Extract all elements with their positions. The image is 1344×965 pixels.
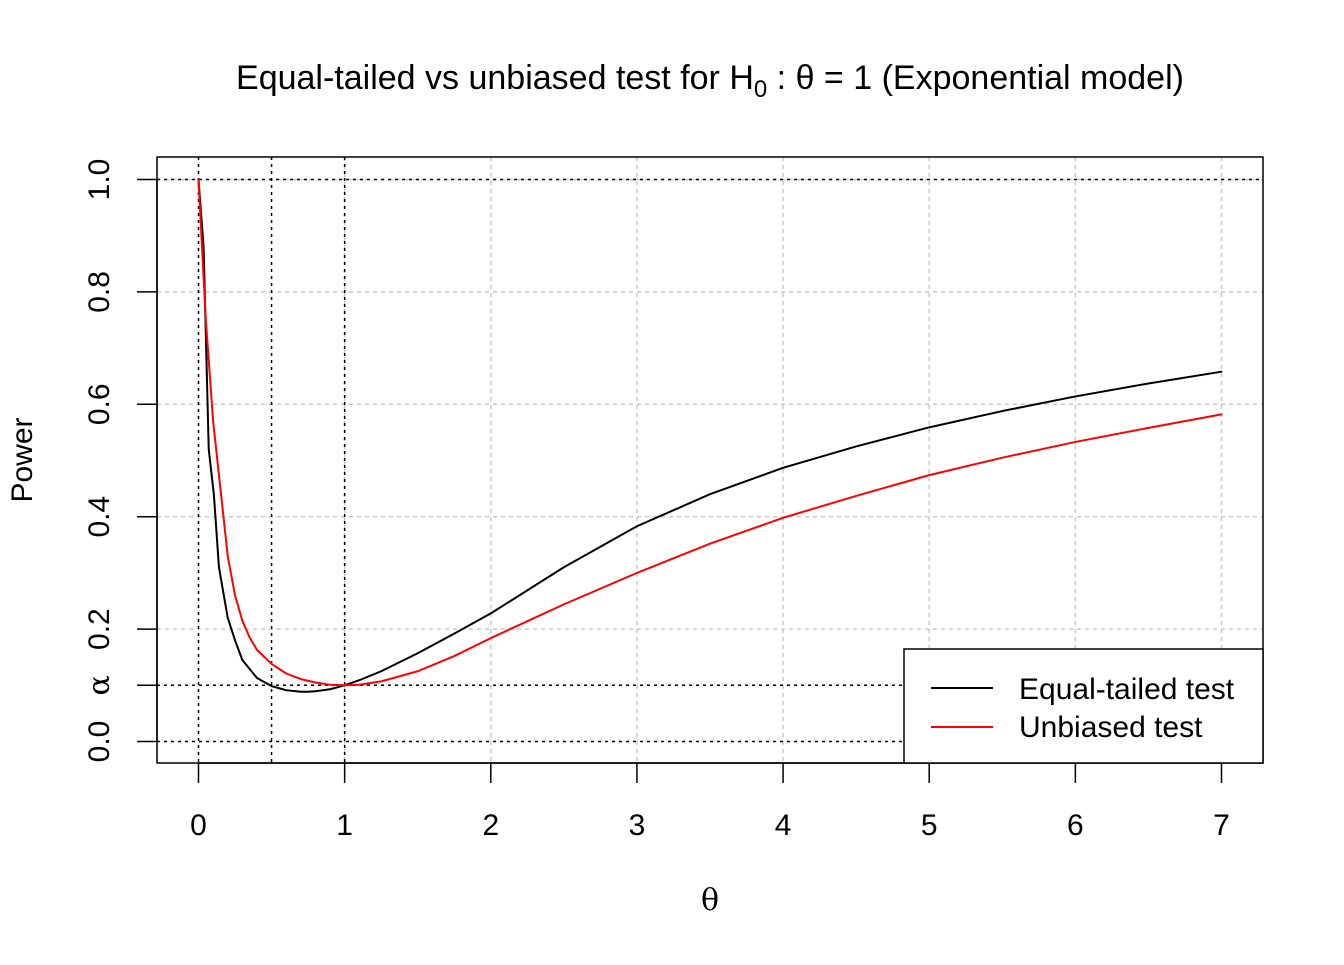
legend-label-unbiased: Unbiased test: [1019, 711, 1203, 744]
chart-title-prefix: Equal-tailed vs unbiased test for H: [236, 59, 754, 97]
y-axis-label: Power: [6, 417, 39, 502]
x-tick-label-4: 4: [775, 809, 792, 842]
legend-box: [903, 648, 1264, 764]
y-tick-label-2: 0.2: [83, 608, 116, 650]
x-tick-label-6: 6: [1067, 809, 1084, 842]
y-tick-label-1: α: [82, 675, 117, 695]
x-axis: 0 1 2 3 4 5 6 7: [190, 762, 1230, 842]
series-line-0: [197, 178, 1223, 693]
legend-label-equal-tailed: Equal-tailed test: [1019, 673, 1235, 706]
y-tick-label-3: 0.4: [83, 496, 116, 538]
x-tick-label-7: 7: [1213, 809, 1230, 842]
chart-title-suffix: : θ = 1 (Exponential model): [767, 59, 1184, 97]
series-line-1: [197, 178, 1223, 687]
x-tick-label-2: 2: [482, 809, 499, 842]
legend: Equal-tailed test Unbiased test: [903, 648, 1264, 764]
series-layer: [197, 178, 1223, 693]
x-tick-label-1: 1: [336, 809, 353, 842]
x-tick-label-0: 0: [190, 809, 207, 842]
x-tick-label-3: 3: [629, 809, 646, 842]
y-tick-label-0: 0.0: [83, 721, 116, 763]
y-tick-label-5: 0.8: [83, 271, 116, 313]
chart-title: Equal-tailed vs unbiased test for H0 : θ…: [236, 59, 1184, 103]
x-tick-label-5: 5: [921, 809, 938, 842]
y-tick-label-4: 0.6: [83, 383, 116, 425]
x-axis-label: θ: [701, 883, 719, 918]
chart-title-subscript: 0: [754, 76, 767, 103]
y-axis: 0.0 α 0.2 0.4 0.6 0.8 1.0: [82, 159, 158, 763]
y-tick-label-6: 1.0: [83, 159, 116, 201]
